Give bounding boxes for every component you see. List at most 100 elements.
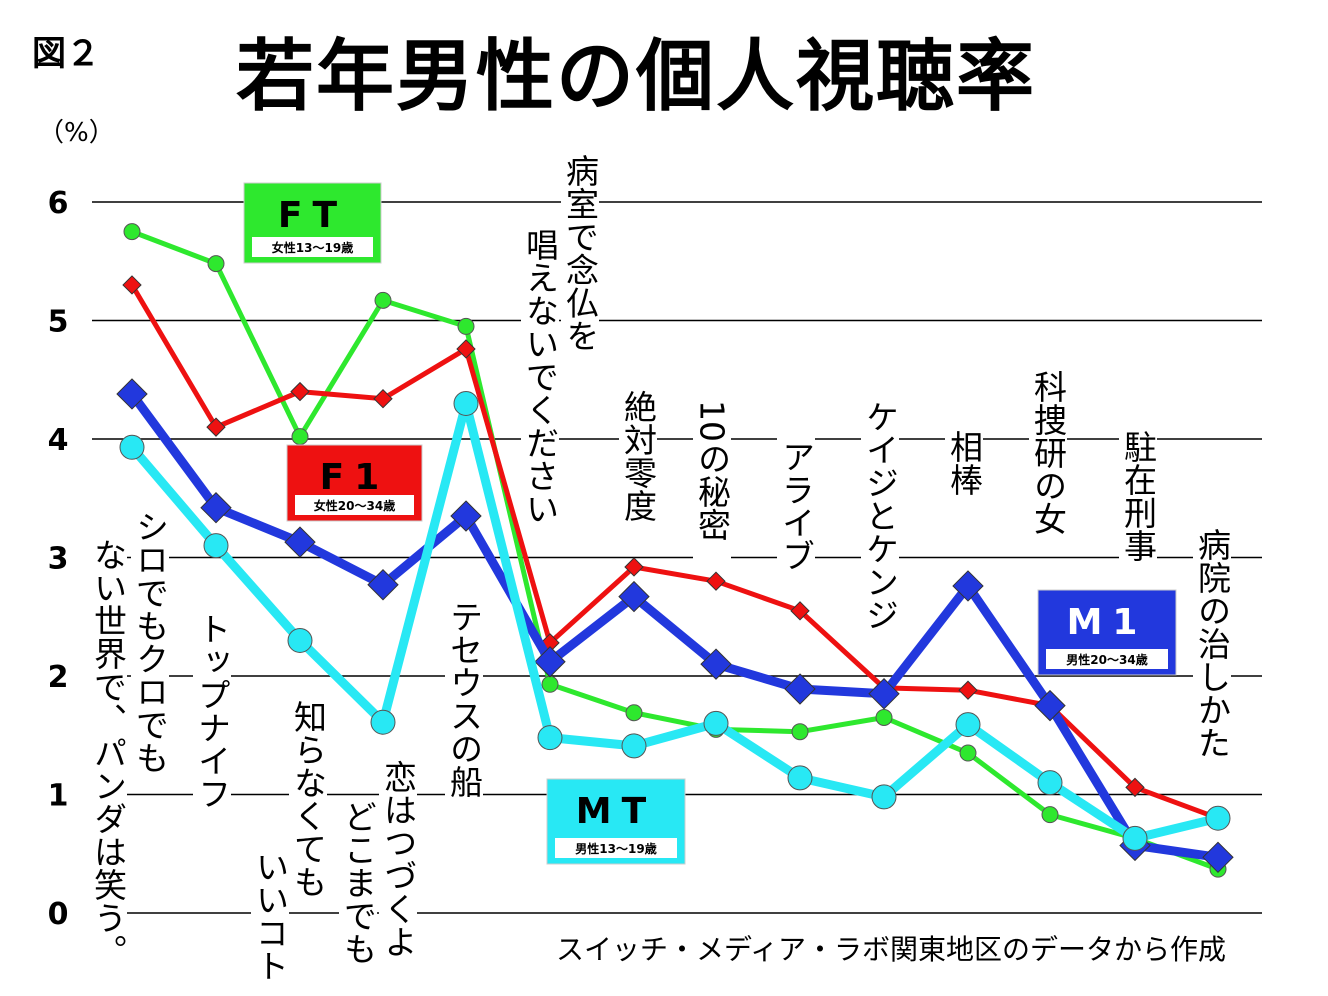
- category-label-bg: [339, 796, 377, 975]
- point-ft: [791, 723, 809, 741]
- y-tick-0: 0: [48, 897, 69, 932]
- legend-subtitle-bg-mt: [555, 838, 677, 858]
- y-tick-1: 1: [48, 779, 69, 814]
- category-label-bg: [777, 436, 815, 580]
- legend-name-ft: FT: [278, 195, 347, 236]
- figure-label: 図２: [32, 34, 100, 74]
- point-ft: [374, 291, 392, 309]
- series-line-mt: [128, 398, 1220, 843]
- point-m1: [450, 500, 482, 532]
- point-ft: [959, 744, 977, 762]
- category-label: 病院の治しかた: [1193, 528, 1232, 759]
- category-label-bg: [1029, 366, 1067, 545]
- category-label: いいコト: [251, 850, 290, 982]
- legend-subtitle-bg-m1: [1046, 649, 1168, 669]
- point-f1: [206, 417, 226, 437]
- point-m1: [700, 648, 732, 680]
- category-label: 恋はつづくよ: [379, 760, 418, 958]
- category-label-bg: [89, 534, 127, 989]
- point-ft: [875, 708, 893, 726]
- point-mt: [871, 784, 897, 810]
- legend-subtitle-ft: 女性13～19歳: [272, 240, 353, 255]
- point-mt: [287, 627, 313, 653]
- legend-subtitle-bg-ft: [252, 237, 373, 257]
- y-tick-3: 3: [48, 542, 69, 577]
- y-tick-labels: 0 1 2 3 4 5 6: [48, 186, 69, 932]
- category-label-bg: [289, 696, 327, 909]
- point-f1: [456, 339, 476, 359]
- point-mt: [621, 733, 647, 759]
- category-label: テセウスの船: [445, 600, 484, 798]
- category-label-bg: [693, 396, 731, 575]
- category-label: ケイジとケンジ: [861, 400, 900, 631]
- legend-subtitle-bg-f1: [295, 495, 414, 515]
- source-note: スイッチ・メディア・ラボ関東地区のデータから作成: [556, 933, 1227, 966]
- point-f1: [1125, 777, 1145, 798]
- point-m1: [116, 378, 148, 410]
- point-m1: [367, 569, 399, 601]
- category-label: シロでもクロでも: [131, 510, 170, 774]
- category-label-bg: [251, 846, 289, 990]
- category-label: 駐在刑事: [1119, 430, 1158, 562]
- legend-name-f1: F1: [320, 457, 390, 498]
- category-label: 絶対零度: [619, 390, 658, 522]
- point-ft: [541, 675, 559, 693]
- y-tick-6: 6: [48, 186, 69, 221]
- point-mt: [537, 725, 563, 751]
- point-mt: [787, 765, 813, 791]
- point-m1: [784, 673, 816, 705]
- category-label-bg: [619, 386, 657, 530]
- chart-title: 若年男性の個人視聴率: [236, 32, 1037, 122]
- point-ft: [207, 255, 225, 273]
- point-ft: [123, 223, 141, 241]
- category-label: 病室で念仏を: [561, 154, 600, 352]
- category-label: アライブ: [777, 440, 816, 572]
- point-ft: [291, 428, 309, 446]
- point-mt: [1122, 825, 1148, 851]
- legend-subtitle-f1: 女性20～34歳: [314, 498, 395, 513]
- point-m1: [284, 526, 316, 558]
- category-label-bg: [561, 150, 599, 363]
- category-label: トップナイフ: [193, 612, 232, 810]
- series-layer: [116, 223, 1234, 878]
- point-f1: [706, 571, 726, 591]
- point-m1: [952, 570, 984, 602]
- y-axis-unit: （%）: [38, 118, 115, 148]
- series-line-f1: [129, 283, 1219, 821]
- category-label-bg: [521, 224, 559, 541]
- legend-name-m1: M1: [1067, 602, 1148, 643]
- category-label-bg: [193, 608, 231, 821]
- category-label-bg: [1119, 426, 1157, 570]
- point-m1: [1034, 689, 1066, 722]
- category-label-bg: [861, 396, 899, 644]
- point-m1: [868, 678, 900, 710]
- point-m1: [618, 580, 650, 613]
- category-label-bg: [1193, 524, 1231, 772]
- point-mt: [119, 434, 145, 460]
- category-label: 科捜研の女: [1029, 370, 1068, 535]
- category-label: ない世界で、パンダは笑う。: [89, 538, 128, 967]
- point-m1: [534, 646, 566, 678]
- series-line-m1: [128, 391, 1219, 862]
- y-tick-5: 5: [48, 305, 69, 340]
- point-m1: [1202, 841, 1234, 874]
- legend-name-mt: MT: [576, 791, 656, 832]
- category-label-bg: [445, 596, 483, 809]
- category-label: どこまでも: [339, 800, 378, 965]
- y-tick-2: 2: [48, 660, 69, 695]
- point-m1: [200, 492, 232, 524]
- category-label-bg: [379, 756, 417, 969]
- legend-subtitle-m1: 男性20～34歳: [1066, 652, 1147, 667]
- point-f1: [958, 680, 978, 700]
- category-label: 唱えないでください: [521, 228, 560, 525]
- point-ft: [625, 704, 643, 722]
- point-mt: [1037, 770, 1063, 796]
- y-tick-4: 4: [48, 423, 69, 458]
- point-f1: [122, 275, 142, 295]
- point-mt: [1205, 805, 1231, 831]
- point-mt: [203, 533, 229, 559]
- point-ft: [1041, 806, 1059, 824]
- category-label-bg: [131, 506, 169, 788]
